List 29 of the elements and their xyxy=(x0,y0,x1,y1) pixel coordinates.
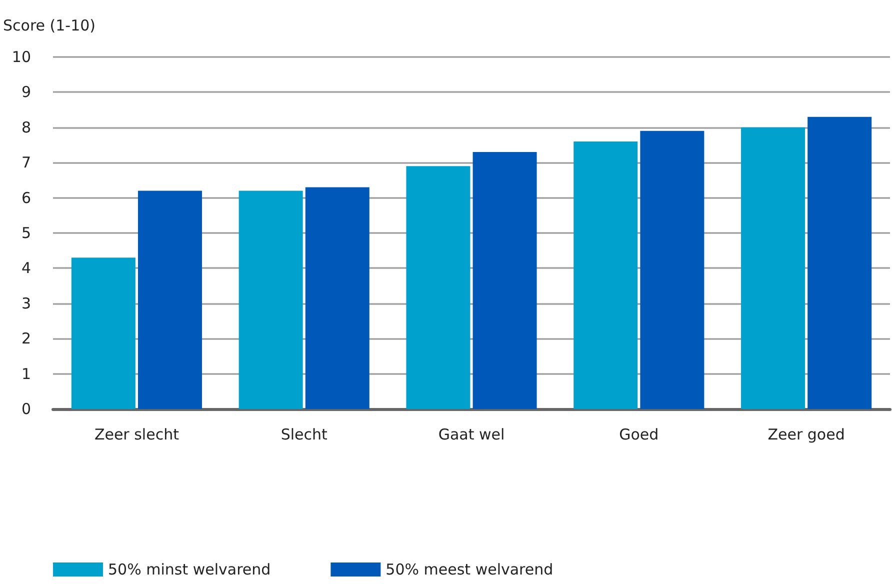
y-tick-label: 4 xyxy=(21,259,31,278)
y-tick-label: 3 xyxy=(21,294,31,312)
bar xyxy=(472,152,537,409)
y-axis-title: Score (1-10) xyxy=(3,16,96,34)
bar xyxy=(640,130,704,409)
x-tick-label: Slecht xyxy=(280,426,328,444)
y-tick-label: 10 xyxy=(12,48,31,66)
legend-label: 50% meest welvarend xyxy=(386,560,554,578)
bar xyxy=(741,127,806,409)
x-tick-label: Zeer slecht xyxy=(94,426,180,444)
y-tick-label: 7 xyxy=(21,154,31,172)
bar xyxy=(71,258,136,409)
y-tick-label: 0 xyxy=(21,400,31,418)
bar xyxy=(238,190,303,409)
y-tick-label: 9 xyxy=(21,83,31,102)
legend-label: 50% minst welvarend xyxy=(108,560,271,578)
bar xyxy=(305,187,370,409)
x-tick-label: Gaat wel xyxy=(438,426,505,444)
y-tick-label: 1 xyxy=(21,364,31,383)
y-tick-label: 5 xyxy=(21,224,31,242)
bar xyxy=(138,190,202,409)
x-tick-label: Zeer goed xyxy=(768,426,845,444)
bar xyxy=(808,116,872,409)
bar xyxy=(574,141,638,409)
y-tick-label: 8 xyxy=(21,118,31,136)
x-tick-label: Goed xyxy=(619,426,659,444)
y-tick-label: 6 xyxy=(21,188,31,207)
bar xyxy=(406,166,470,409)
y-tick-label: 2 xyxy=(21,330,31,348)
